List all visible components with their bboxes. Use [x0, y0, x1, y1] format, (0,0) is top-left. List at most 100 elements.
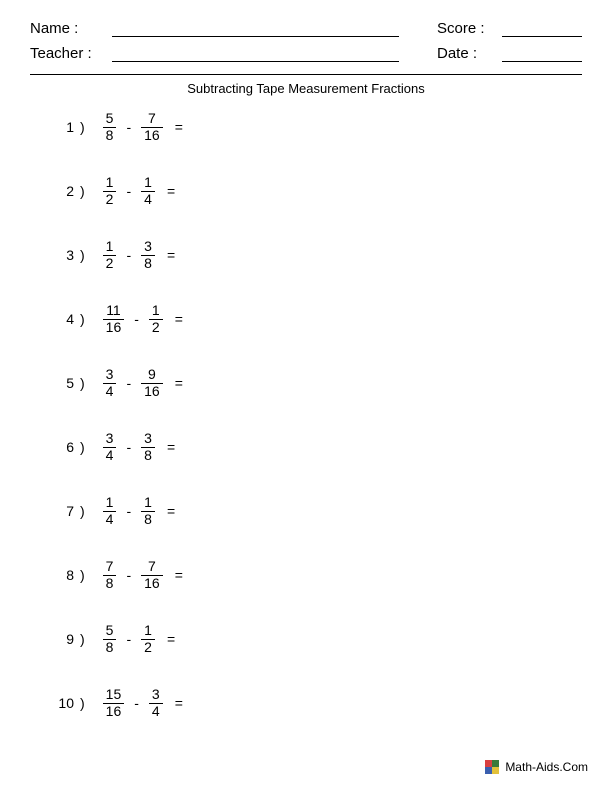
- numerator: 1: [141, 175, 155, 190]
- header-rule: [30, 74, 582, 75]
- teacher-blank: [112, 46, 399, 62]
- operator: -: [126, 503, 131, 519]
- denominator: 8: [141, 447, 155, 463]
- problem-row: 6) 34-3 8 =: [40, 430, 582, 464]
- header-row-2: Teacher : Date :: [30, 45, 582, 62]
- denominator: 16: [103, 703, 125, 719]
- fraction-b: 14: [141, 175, 155, 207]
- denominator: 16: [141, 383, 163, 399]
- problem-paren: ): [80, 247, 85, 263]
- numerator: 11: [103, 303, 124, 318]
- operator: -: [134, 311, 139, 327]
- numerator: 7: [103, 559, 117, 574]
- logo-quadrant: [492, 767, 499, 774]
- denominator: 16: [103, 319, 125, 335]
- numerator: 1: [103, 239, 117, 254]
- fraction-b: 12: [149, 303, 163, 335]
- numerator: 3: [103, 367, 117, 382]
- problem-number: 1: [40, 119, 80, 135]
- numerator: 3: [141, 239, 155, 254]
- numerator: 5: [103, 623, 117, 638]
- logo-quadrant: [485, 760, 492, 767]
- problem-number: 6: [40, 439, 80, 455]
- name-label: Name :: [30, 20, 102, 37]
- worksheet-title: Subtracting Tape Measurement Fractions: [30, 81, 582, 96]
- problem-row: 3)12-38=: [40, 238, 582, 272]
- footer: Math-Aids.Com: [485, 760, 588, 774]
- denominator: 8: [141, 255, 155, 271]
- equals-sign: =: [175, 311, 183, 327]
- numerator: 7: [145, 559, 159, 574]
- fraction-a: 58: [103, 623, 117, 655]
- denominator: 2: [103, 191, 117, 207]
- denominator: 2: [141, 639, 155, 655]
- equals-sign: =: [175, 567, 183, 583]
- fraction-a: 1116: [103, 303, 125, 335]
- numerator: 7: [145, 111, 159, 126]
- equals-sign: =: [167, 439, 175, 455]
- operator: -: [134, 695, 139, 711]
- problem-paren: ): [80, 119, 85, 135]
- problem-number: 5: [40, 375, 80, 391]
- problem-number: 10: [40, 695, 80, 711]
- equals-sign: =: [175, 375, 183, 391]
- problem-paren: ): [80, 439, 85, 455]
- fraction-b: 716: [141, 559, 163, 591]
- numerator: 1: [141, 495, 155, 510]
- numerator: 9: [145, 367, 159, 382]
- problem-number: 7: [40, 503, 80, 519]
- denominator: 8: [103, 575, 117, 591]
- fraction-b: 38: [141, 239, 155, 271]
- logo-quadrant: [492, 760, 499, 767]
- denominator: 4: [141, 191, 155, 207]
- numerator: 3: [149, 687, 163, 702]
- denominator: 8: [103, 127, 117, 143]
- numerator: 3: [103, 431, 117, 446]
- fraction-a: 12: [103, 239, 117, 271]
- problem-row: 2)12-14=: [40, 174, 582, 208]
- problem-paren: ): [80, 631, 85, 647]
- problem-row: 1)58-716=: [40, 110, 582, 144]
- operator: -: [126, 375, 131, 391]
- denominator: 4: [103, 383, 117, 399]
- fraction-a: 12: [103, 175, 117, 207]
- numerator: 1: [141, 623, 155, 638]
- problem-row: 9)58-12=: [40, 622, 582, 656]
- date-label: Date :: [437, 45, 492, 62]
- problem-row: 8)78-716=: [40, 558, 582, 592]
- problem-row: 10)1516-34=: [40, 686, 582, 720]
- footer-text: Math-Aids.Com: [505, 760, 588, 774]
- teacher-label: Teacher :: [30, 45, 102, 62]
- score-blank: [502, 21, 582, 37]
- problem-paren: ): [80, 375, 85, 391]
- equals-sign: =: [167, 631, 175, 647]
- denominator: 8: [141, 511, 155, 527]
- problem-number: 9: [40, 631, 80, 647]
- fraction-a: 58: [103, 111, 117, 143]
- problem-list: 1)58-716=2)12-14=3)12-38=4)1116-12=5)34-…: [30, 110, 582, 720]
- operator: -: [126, 439, 131, 455]
- header-row-1: Name : Score :: [30, 20, 582, 37]
- numerator: 1: [103, 175, 117, 190]
- denominator: 4: [103, 447, 117, 463]
- score-label: Score :: [437, 20, 492, 37]
- problem-number: 2: [40, 183, 80, 199]
- operator: -: [126, 567, 131, 583]
- denominator: 2: [103, 255, 117, 271]
- fraction-b: 716: [141, 111, 163, 143]
- numerator: 1: [103, 495, 117, 510]
- fraction-a: 34: [103, 431, 117, 463]
- fraction-b: 18: [141, 495, 155, 527]
- problem-row: 5) 34-916 =: [40, 366, 582, 400]
- denominator: 2: [149, 319, 163, 335]
- fraction-b: 12: [141, 623, 155, 655]
- fraction-a: 1516: [103, 687, 125, 719]
- operator: -: [126, 119, 131, 135]
- fraction-a: 78: [103, 559, 117, 591]
- numerator: 1: [149, 303, 163, 318]
- problem-row: 7)14-18=: [40, 494, 582, 528]
- equals-sign: =: [175, 695, 183, 711]
- logo-icon: [485, 760, 499, 774]
- equals-sign: =: [167, 247, 175, 263]
- numerator: 15: [103, 687, 125, 702]
